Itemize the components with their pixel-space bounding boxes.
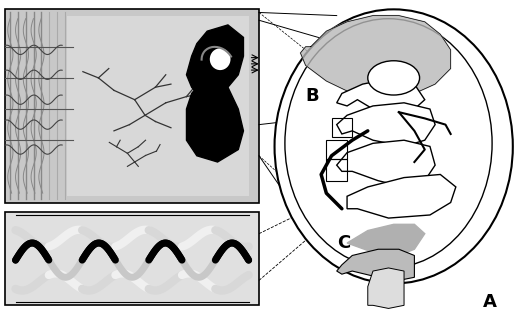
Polygon shape (186, 25, 243, 94)
Polygon shape (337, 78, 425, 112)
FancyBboxPatch shape (5, 212, 259, 305)
FancyBboxPatch shape (5, 9, 259, 203)
Polygon shape (300, 15, 451, 100)
Polygon shape (337, 140, 435, 187)
Bar (326, 140, 347, 159)
Polygon shape (347, 224, 425, 255)
Bar (332, 118, 352, 137)
Ellipse shape (285, 19, 492, 268)
Bar (326, 159, 347, 181)
Polygon shape (337, 249, 414, 280)
FancyBboxPatch shape (67, 15, 249, 196)
Polygon shape (186, 87, 243, 162)
Text: A: A (483, 293, 497, 311)
Ellipse shape (210, 48, 231, 70)
Ellipse shape (368, 61, 420, 95)
Polygon shape (368, 268, 404, 308)
Text: B: B (306, 87, 319, 105)
Text: C: C (337, 234, 350, 252)
Polygon shape (337, 103, 435, 146)
Polygon shape (347, 175, 456, 218)
Ellipse shape (275, 9, 513, 284)
